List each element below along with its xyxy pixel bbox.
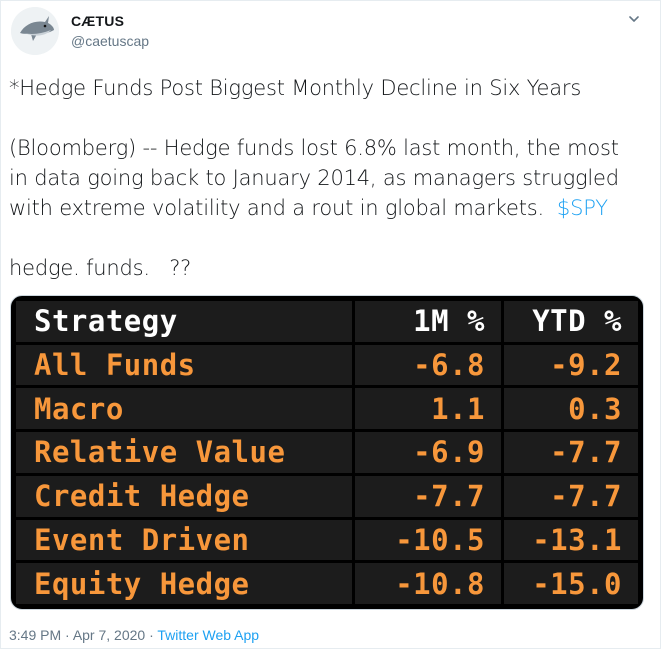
avatar[interactable] [11, 7, 59, 55]
tweet-header: CÆTUS @caetuscap [9, 7, 654, 57]
user-handle[interactable]: @caetuscap [71, 33, 150, 49]
strategy-name: Equity Hedge [16, 563, 352, 604]
value-ytd: 0.3 [504, 388, 638, 430]
tweet-line: hedge. funds. ?? [9, 256, 192, 280]
tweet-footer: 3:49 PM · Apr 7, 2020 · Twitter Web App [9, 627, 259, 643]
value-1m: -10.5 [355, 519, 501, 561]
tweet-line: with extreme volatility and a rout in gl… [9, 193, 639, 223]
tweet-line: (Bloomberg) -- Hedge funds lost 6.8% las… [9, 136, 619, 160]
value-ytd: -13.1 [504, 519, 638, 561]
blank-line [9, 103, 639, 133]
value-1m: -6.9 [355, 432, 501, 473]
value-1m: -6.8 [355, 344, 501, 386]
cashtag-link[interactable]: $SPY [556, 196, 608, 220]
strategy-name: Credit Hedge [16, 475, 352, 517]
value-ytd: -15.0 [504, 563, 638, 604]
value-1m: -7.7 [355, 475, 501, 517]
blank-line [9, 223, 639, 253]
tweet-text: *Hedge Funds Post Biggest Monthly Declin… [9, 73, 639, 283]
tweet-image[interactable]: Strategy 1M % YTD % All Funds -6.8 -9.2 … [10, 295, 644, 610]
shark-avatar-icon [11, 7, 59, 55]
value-1m: -10.8 [355, 563, 501, 604]
header-ytd: YTD % [504, 301, 638, 342]
strategy-name: Event Driven [16, 519, 352, 561]
strategy-name: Relative Value [16, 432, 352, 473]
value-ytd: -7.7 [504, 475, 638, 517]
tweet-line: in data going back to January 2014, as m… [9, 166, 619, 190]
strategy-name: Macro [16, 388, 352, 430]
chevron-down-icon [629, 16, 639, 22]
value-1m: 1.1 [355, 388, 501, 430]
strategy-table: Strategy 1M % YTD % All Funds -6.8 -9.2 … [16, 301, 638, 604]
tweet-line-text: with extreme volatility and a rout in gl… [9, 196, 557, 220]
value-ytd: -7.7 [504, 432, 638, 473]
value-ytd: -9.2 [504, 344, 638, 386]
tweet-headline: *Hedge Funds Post Biggest Monthly Declin… [9, 76, 582, 100]
footer-separator: · [145, 627, 158, 643]
display-name[interactable]: CÆTUS [71, 13, 125, 29]
tweet-menu-button[interactable] [624, 9, 644, 29]
tweet-time[interactable]: 3:49 PM [9, 627, 62, 643]
strategy-name: All Funds [16, 344, 352, 386]
header-strategy: Strategy [16, 301, 352, 342]
header-1m: 1M % [355, 301, 501, 342]
footer-separator: · [61, 627, 73, 643]
tweet-source-link[interactable]: Twitter Web App [157, 627, 260, 643]
tweet-date[interactable]: Apr 7, 2020 [72, 627, 146, 643]
